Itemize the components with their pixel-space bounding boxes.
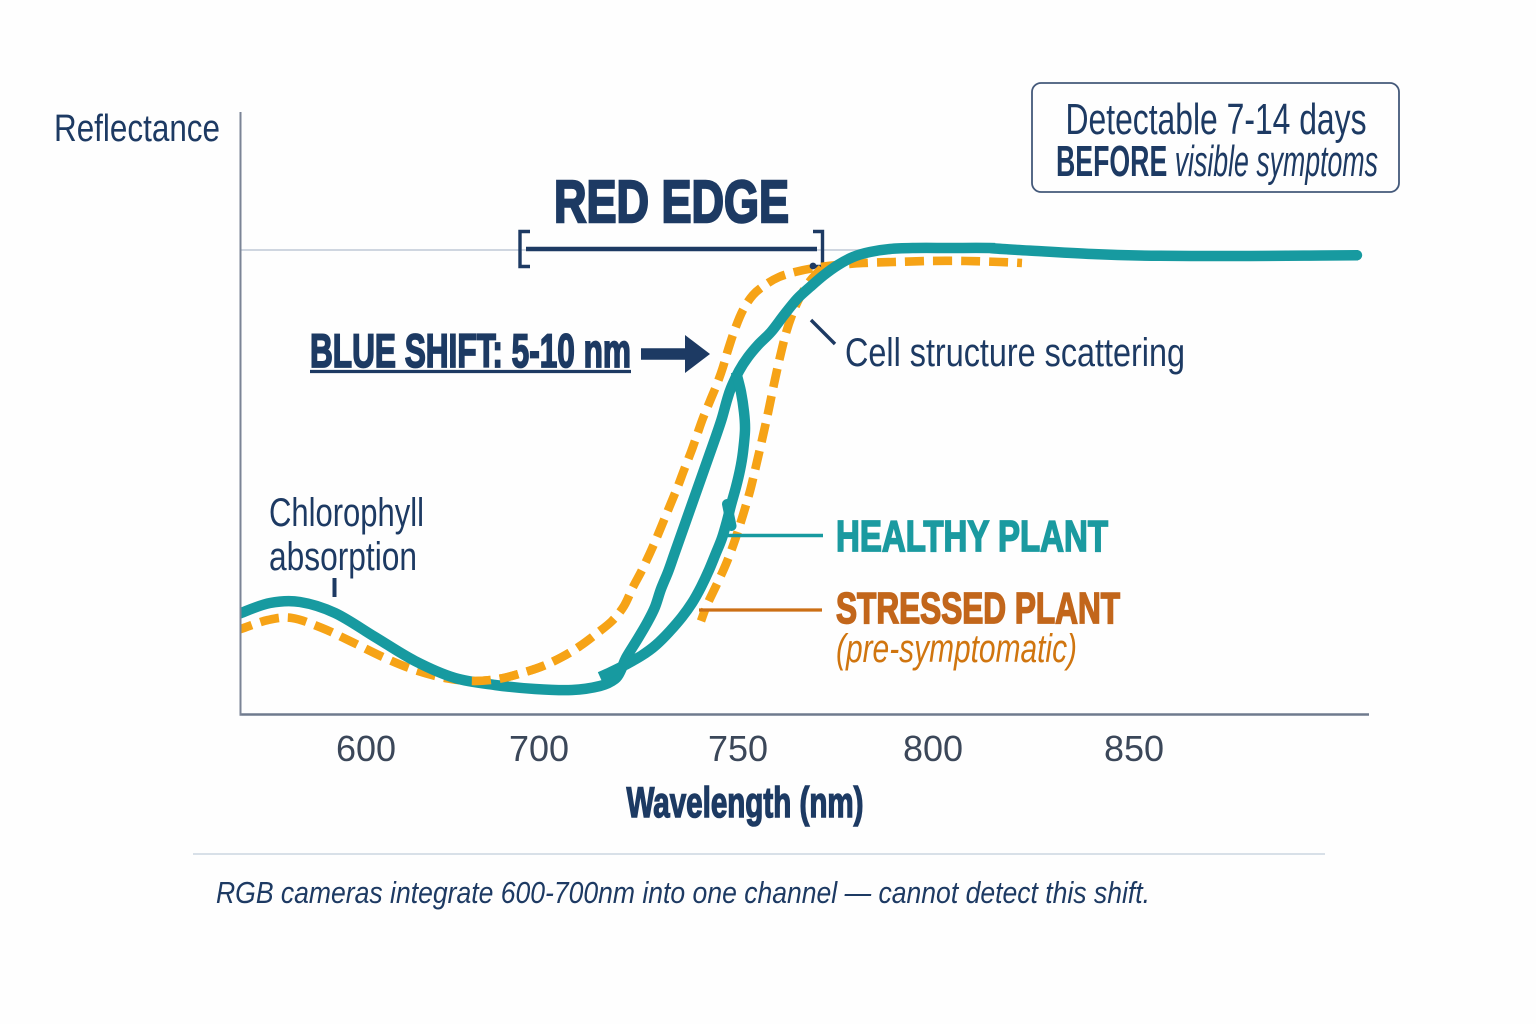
svg-text:600: 600 [336,728,396,769]
svg-text:HEALTHY PLANT: HEALTHY PLANT [836,512,1108,561]
svg-text:BLUE SHIFT: 5-10 nm: BLUE SHIFT: 5-10 nm [310,324,631,377]
svg-text:RGB cameras integrate 600-700n: RGB cameras integrate 600-700nm into one… [216,875,1150,910]
svg-text:Detectable 7-14 days: Detectable 7-14 days [1066,95,1367,144]
svg-text:Wavelength (nm): Wavelength (nm) [627,779,864,827]
svg-text:STRESSED PLANT: STRESSED PLANT [836,584,1120,633]
svg-text:800: 800 [903,728,963,769]
svg-text:Reflectance: Reflectance [54,108,220,150]
svg-text:RED EDGE: RED EDGE [554,169,789,235]
svg-text:absorption: absorption [269,535,417,579]
svg-text:(pre-symptomatic): (pre-symptomatic) [836,627,1077,671]
svg-text:Cell structure scattering: Cell structure scattering [845,331,1185,375]
svg-text:850: 850 [1104,728,1164,769]
svg-text:BEFORE visible symptoms: BEFORE visible symptoms [1056,137,1378,186]
svg-text:750: 750 [708,728,768,769]
svg-text:Chlorophyll: Chlorophyll [269,491,424,535]
svg-text:700: 700 [509,728,569,769]
